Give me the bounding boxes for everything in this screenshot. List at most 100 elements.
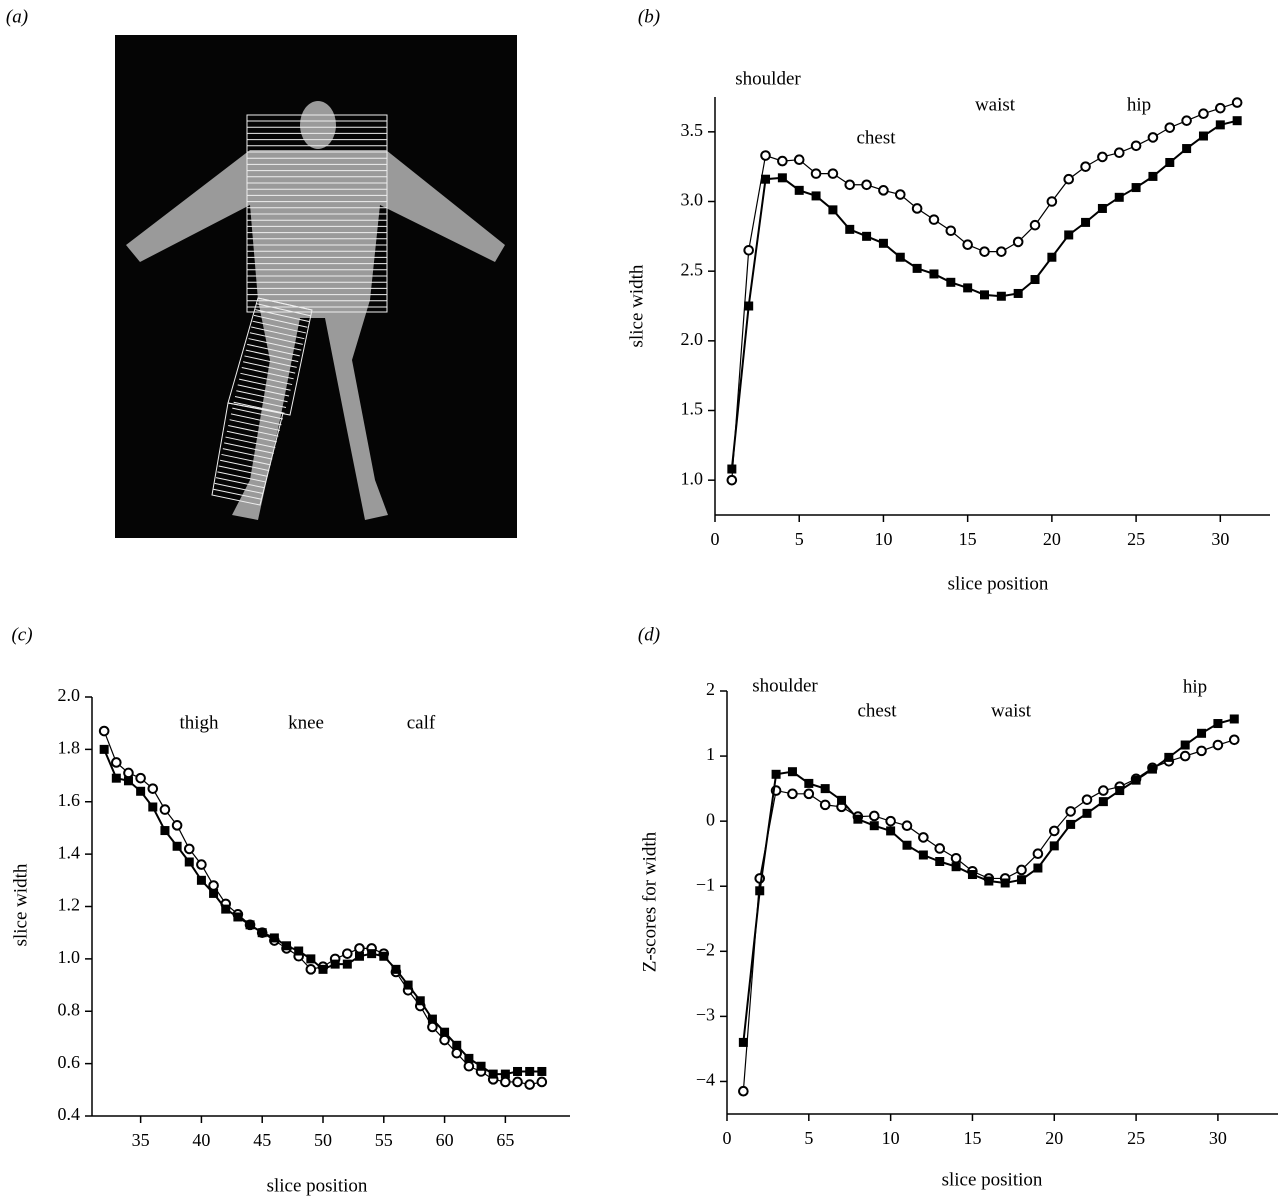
square-marker: [318, 964, 328, 974]
square-marker: [820, 784, 830, 794]
body-photo: [115, 35, 517, 538]
square-marker: [886, 826, 896, 836]
slice-line: [251, 326, 305, 340]
x-tick-label: 10: [874, 529, 892, 549]
circle-marker: [196, 859, 207, 870]
circle-marker: [1164, 122, 1176, 133]
slice-line: [252, 320, 306, 334]
circle-marker: [305, 964, 317, 975]
square-marker: [221, 904, 231, 914]
circle-marker: [427, 1021, 438, 1033]
circle-marker: [208, 880, 219, 891]
annotation: hip: [1183, 676, 1207, 697]
square-marker: [452, 1040, 462, 1050]
square-marker: [1049, 841, 1059, 851]
square-marker: [1213, 719, 1223, 729]
annotation: calf: [407, 712, 436, 733]
x-tick-label: 40: [192, 1130, 210, 1150]
y-tick-label: 3.5: [681, 120, 704, 140]
square-marker: [862, 231, 872, 241]
slice-line: [243, 361, 296, 374]
x-tick-label: 45: [253, 1130, 271, 1150]
y-axis-label: slice width: [10, 863, 31, 946]
circle-marker: [1198, 108, 1209, 120]
square-marker: [1147, 764, 1157, 774]
square-marker: [804, 778, 814, 788]
body-silhouette: [126, 101, 505, 520]
square-marker: [1198, 131, 1208, 141]
circle-marker: [111, 757, 122, 768]
x-tick-label: 0: [723, 1128, 732, 1148]
square-marker: [1064, 230, 1074, 240]
slice-line: [222, 448, 273, 460]
square-marker: [354, 951, 364, 961]
circle-marker: [743, 244, 754, 256]
circle-marker: [950, 852, 962, 864]
slice-line: [225, 436, 276, 449]
x-tick-label: 65: [496, 1130, 514, 1150]
square-marker: [1017, 875, 1027, 885]
x-tick-label: 30: [1209, 1128, 1227, 1148]
square-marker: [878, 238, 888, 248]
annotation: waist: [975, 94, 1016, 115]
square-marker: [427, 1014, 437, 1024]
x-tick-label: 20: [1043, 529, 1061, 549]
circle-marker: [787, 788, 798, 800]
square-marker: [245, 920, 255, 930]
x-tick-label: 50: [314, 1130, 332, 1150]
y-tick-label: −4: [696, 1070, 715, 1090]
circle-marker: [901, 820, 913, 832]
x-tick-label: 15: [959, 529, 977, 549]
y-tick-label: 2: [706, 679, 715, 699]
annotation: knee: [288, 712, 324, 733]
circle-marker: [1179, 750, 1191, 762]
circle-marker: [1196, 745, 1207, 757]
square-marker: [391, 964, 401, 974]
y-tick-label: −3: [696, 1005, 715, 1025]
square-marker: [294, 946, 304, 956]
square-marker: [771, 769, 781, 779]
square-marker: [869, 821, 879, 831]
square-marker: [196, 875, 206, 885]
circle-marker: [1215, 102, 1226, 114]
y-tick-label: 2.5: [681, 259, 704, 279]
square-marker: [777, 173, 787, 183]
square-marker: [811, 191, 821, 201]
circle-marker: [1080, 161, 1091, 172]
square-marker: [1131, 775, 1141, 785]
circle-marker: [726, 474, 738, 486]
x-tick-label: 25: [1127, 1128, 1145, 1148]
x-tick-label: 20: [1045, 1128, 1063, 1148]
slice-line: [238, 378, 291, 391]
slice-line: [237, 384, 290, 397]
x-axis-label: slice position: [267, 1175, 368, 1196]
x-tick-label: 5: [795, 529, 804, 549]
slice-line: [232, 407, 284, 420]
x-tick-label: 60: [436, 1130, 454, 1150]
annotation: shoulder: [735, 68, 801, 89]
circle-marker: [1029, 219, 1041, 231]
y-tick-label: −2: [696, 939, 715, 959]
square-marker: [828, 205, 838, 215]
circle-marker: [1113, 147, 1125, 159]
y-tick-label: 1.6: [58, 790, 81, 810]
square-marker: [902, 840, 912, 850]
circle-marker: [894, 189, 906, 200]
square-marker: [1013, 288, 1023, 298]
circle-marker: [183, 843, 195, 855]
circle-marker: [928, 214, 940, 225]
square-marker: [111, 773, 121, 783]
y-axis-label: slice width: [626, 264, 647, 347]
slice-line: [255, 309, 310, 322]
square-marker: [1082, 808, 1092, 818]
square-marker: [367, 949, 377, 959]
circle-marker: [844, 179, 856, 191]
annotation: chest: [857, 700, 897, 721]
square-marker: [525, 1066, 535, 1076]
square-marker: [1097, 203, 1107, 213]
square-marker: [513, 1066, 523, 1076]
x-tick-label: 35: [132, 1130, 150, 1150]
slice-line: [233, 401, 285, 414]
circle-marker: [945, 225, 957, 237]
